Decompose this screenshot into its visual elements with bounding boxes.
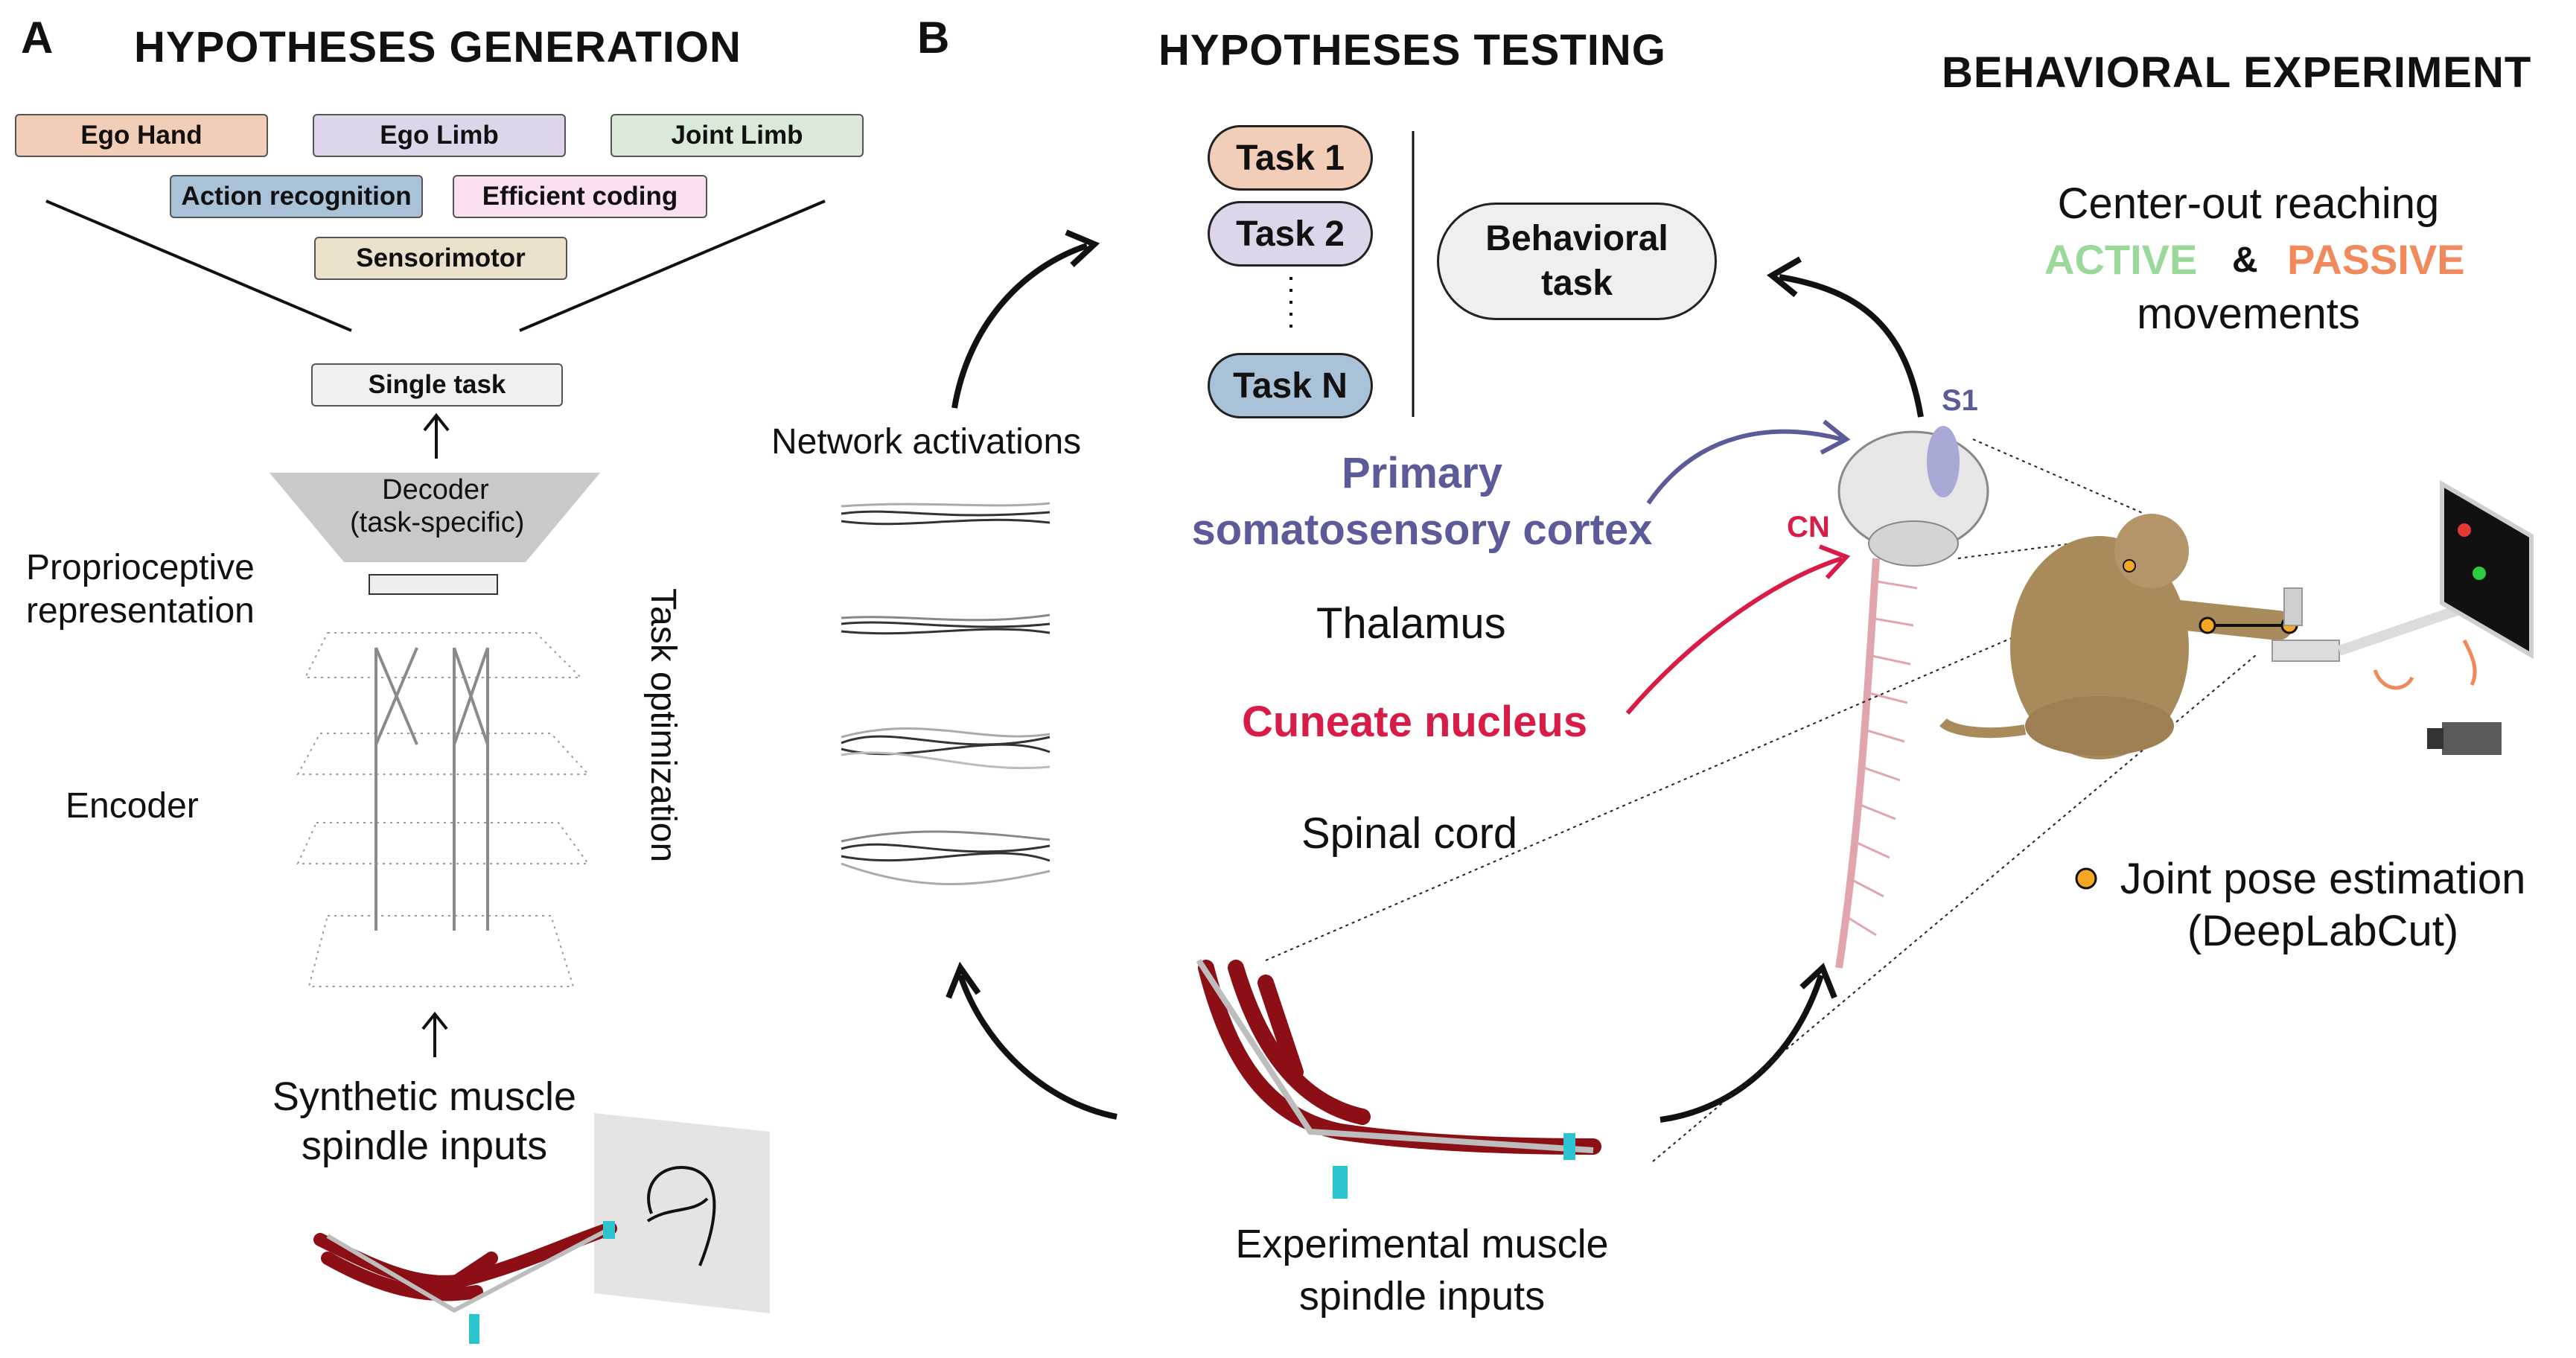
s1-line1: Primary bbox=[1341, 449, 1503, 497]
proprioceptive-line1: Proprioceptive bbox=[26, 548, 255, 587]
pose-line2: (DeepLabCut) bbox=[2187, 907, 2459, 955]
task-pill-1: Task 1 bbox=[1208, 125, 1373, 191]
panel-a-letter: A bbox=[21, 13, 54, 63]
synthetic-arm-bones bbox=[326, 1226, 612, 1313]
monkey-illustration bbox=[1939, 514, 2298, 759]
dotted-connectors bbox=[1265, 439, 2257, 1162]
task-tag-ego-limb: Ego Limb bbox=[313, 114, 566, 157]
camera-illustration bbox=[2427, 722, 2502, 755]
s1-label: Primary somatosensory cortex bbox=[1161, 445, 1683, 558]
task-pill-n: Task N bbox=[1208, 353, 1373, 418]
representation-bar bbox=[369, 574, 498, 595]
monitor-illustration bbox=[2440, 479, 2534, 660]
arrow-head-behavior bbox=[1766, 256, 1802, 298]
synthetic-inputs-label: Synthetic muscle spindle inputs bbox=[246, 1072, 603, 1170]
network-activations-label: Network activations bbox=[771, 422, 1082, 462]
cn-tag: CN bbox=[1787, 511, 1830, 543]
decoder-trapezoid bbox=[270, 473, 600, 562]
behavioral-task-line2: task bbox=[1540, 264, 1613, 303]
task-tag-sensorimotor: Sensorimotor bbox=[314, 237, 567, 280]
arrow-head-single-task bbox=[423, 412, 450, 432]
cuneate-label: Cuneate nucleus bbox=[1242, 698, 1588, 746]
exp-arm-marker-elbow bbox=[1333, 1166, 1348, 1199]
single-task-box: Single task bbox=[311, 363, 563, 407]
arrow-head-s1 bbox=[1820, 419, 1851, 455]
synthetic-arm bbox=[313, 1222, 617, 1301]
panel-b-letter: B bbox=[917, 13, 950, 63]
behavior-line1: Center-out reaching bbox=[2057, 179, 2440, 228]
task-tag-joint-limb: Joint Limb bbox=[610, 114, 864, 157]
encoder-connections bbox=[374, 647, 489, 931]
ampersand-label: & bbox=[2232, 240, 2258, 280]
arm-marker-elbow bbox=[469, 1314, 479, 1344]
synthetic-line2: spindle inputs bbox=[301, 1123, 548, 1168]
task-tag-action-recognition: Action recognition bbox=[170, 175, 423, 218]
behavior-line3: movements bbox=[2137, 290, 2360, 338]
decoder-label: Decoder (task-specific) bbox=[350, 474, 525, 539]
proprioceptive-line2: representation bbox=[26, 591, 255, 631]
arrow-head-tasks bbox=[1065, 229, 1100, 267]
arrow-head-inputs bbox=[421, 1011, 448, 1030]
behavioral-task-pill: Behavioral task bbox=[1437, 203, 1717, 320]
arrow-head-spinal bbox=[1799, 963, 1837, 999]
arrow-cn bbox=[1625, 556, 1843, 715]
handwriting-trace bbox=[646, 1166, 716, 1266]
funnel-right-line bbox=[519, 200, 826, 332]
experimental-line1: Experimental muscle bbox=[1235, 1222, 1609, 1266]
pose-dot bbox=[2075, 867, 2097, 890]
pose-estimation-label: Joint pose estimation (DeepLabCut) bbox=[2085, 853, 2561, 957]
decoder-label-line2: (task-specific) bbox=[350, 507, 525, 538]
behavioral-task-line1: Behavioral bbox=[1485, 219, 1668, 258]
encoder-label: Encoder bbox=[66, 786, 199, 826]
arrow-inputs-to-activations bbox=[957, 974, 1118, 1120]
spinal-cord-label: Spinal cord bbox=[1301, 809, 1518, 858]
active-label: ACTIVE bbox=[2044, 236, 2198, 283]
exp-arm-marker-wrist bbox=[1563, 1133, 1575, 1160]
task-pill-2: Task 2 bbox=[1208, 201, 1373, 267]
spinal-cord-illustration bbox=[1835, 558, 1880, 969]
encoder-layers bbox=[296, 632, 590, 987]
experimental-inputs-label: Experimental muscle spindle inputs bbox=[1169, 1218, 1675, 1322]
spinal-nerves bbox=[1844, 579, 1918, 937]
proprioceptive-label: Proprioceptive representation bbox=[26, 546, 255, 633]
s1-tag: S1 bbox=[1942, 384, 1978, 417]
arrow-activations-to-tasks bbox=[951, 243, 1088, 409]
arm-marker-wrist bbox=[603, 1221, 615, 1239]
synthetic-line1: Synthetic muscle bbox=[272, 1074, 577, 1119]
task-tag-efficient-coding: Efficient coding bbox=[453, 175, 707, 218]
handwriting-panel bbox=[594, 1113, 770, 1313]
arrow-inputs-to-spinal bbox=[1660, 974, 1824, 1123]
panel-b-title: HYPOTHESES TESTING bbox=[1158, 26, 1666, 74]
pose-line1: Joint pose estimation bbox=[2120, 855, 2526, 903]
decoder-label-line1: Decoder bbox=[382, 474, 489, 506]
experimental-line2: spindle inputs bbox=[1298, 1274, 1546, 1319]
arrow-s1 bbox=[1646, 429, 1843, 505]
behavior-title: BEHAVIORAL EXPERIMENT bbox=[1942, 48, 2532, 97]
experimental-arm-bones bbox=[1196, 958, 1594, 1153]
arrow-head-activations bbox=[946, 961, 981, 999]
brain-illustration bbox=[1837, 426, 1989, 567]
passive-label: PASSIVE bbox=[2287, 236, 2465, 283]
activation-traces bbox=[841, 502, 1051, 885]
manipulandum-illustration bbox=[2271, 587, 2477, 690]
s1-line2: somatosensory cortex bbox=[1191, 506, 1653, 554]
arrow-s1-to-behavior bbox=[1779, 274, 1924, 418]
task-tag-ego-hand: Ego Hand bbox=[15, 114, 268, 157]
thalamus-label: Thalamus bbox=[1316, 599, 1506, 648]
panel-a-title: HYPOTHESES GENERATION bbox=[134, 23, 742, 71]
arrow-head-cn bbox=[1818, 544, 1851, 580]
funnel-left-line bbox=[45, 200, 352, 332]
